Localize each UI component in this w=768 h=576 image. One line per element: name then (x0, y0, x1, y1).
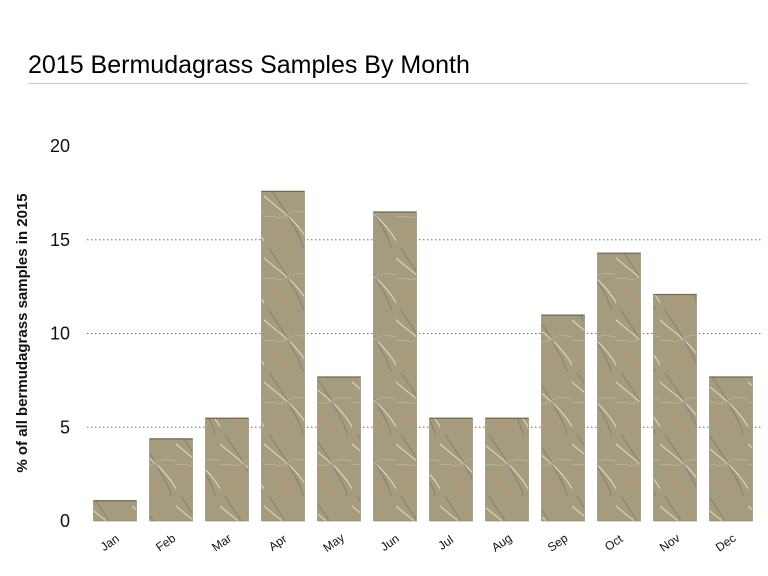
x-tick-label-may: May (320, 530, 347, 554)
x-tick-label-oct: Oct (602, 531, 626, 554)
bar-dec (709, 376, 753, 522)
x-tick-label-nov: Nov (657, 531, 683, 555)
y-tick-label-15: 15 (50, 230, 70, 250)
bar-sep (541, 314, 585, 522)
x-tick-label-dec: Dec (713, 531, 739, 555)
y-axis-label: % of all bermudagrass samples in 2015 (14, 193, 31, 472)
bar-aug (485, 417, 529, 522)
bar-jun (373, 211, 417, 522)
y-tick-label-0: 0 (60, 511, 70, 531)
bar-feb (149, 438, 193, 522)
bar-oct (597, 252, 641, 522)
x-tick-label-jan: Jan (98, 531, 122, 554)
bar-nov (653, 293, 697, 522)
bar-apr (261, 190, 305, 522)
x-tick-label-apr: Apr (266, 532, 289, 554)
x-tick-label-mar: Mar (209, 531, 234, 554)
x-tick-label-aug: Aug (489, 531, 515, 555)
y-tick-label-10: 10 (50, 324, 70, 344)
x-tick-label-jun: Jun (378, 531, 402, 554)
x-tick-label-jul: Jul (435, 533, 456, 553)
y-tick-label-5: 5 (60, 417, 70, 437)
bar-mar (205, 417, 249, 522)
bar-jul (429, 417, 473, 522)
x-tick-label-feb: Feb (153, 531, 178, 555)
title-rule (28, 83, 748, 84)
bar-jan (93, 500, 137, 522)
bar-may (317, 376, 361, 522)
y-tick-label-20: 20 (50, 136, 70, 156)
x-tick-label-sep: Sep (545, 531, 571, 555)
chart-title: 2015 Bermudagrass Samples By Month (28, 51, 470, 79)
